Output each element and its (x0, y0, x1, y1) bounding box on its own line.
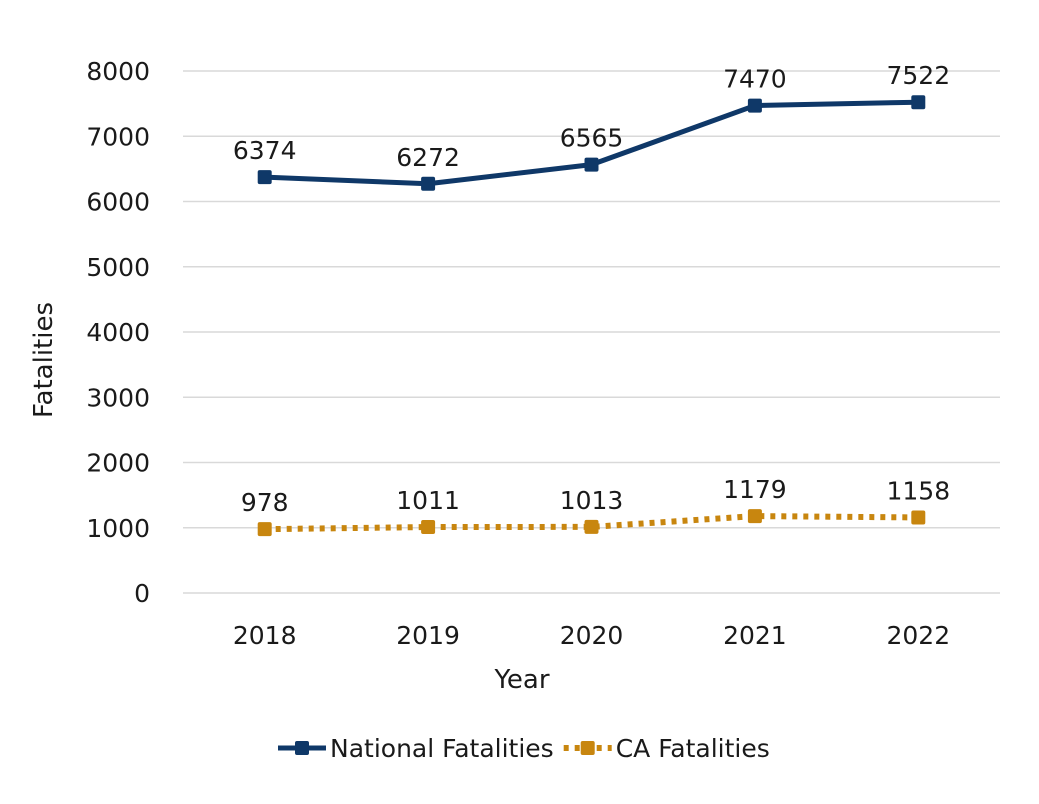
data-point (747, 509, 762, 524)
data-label: 7522 (886, 61, 950, 90)
data-point (257, 522, 272, 537)
data-point (421, 520, 436, 535)
legend-label: CA Fatalities (616, 734, 770, 763)
data-label: 978 (241, 488, 289, 517)
y-tick-label: 0 (134, 579, 150, 608)
y-tick-label: 6000 (86, 188, 150, 217)
y-axis-label: Fatalities (29, 302, 59, 418)
y-tick-label: 1000 (86, 514, 150, 543)
x-tick-label: 2018 (233, 621, 297, 650)
data-label: 6272 (396, 143, 460, 172)
x-axis-label: Year (493, 665, 549, 695)
x-tick-label: 2020 (560, 621, 624, 650)
series-ca-fatalities: 978 1011 1013 1179 1158 (241, 475, 950, 537)
y-tick-label: 2000 (86, 449, 150, 478)
y-tick-label: 5000 (86, 253, 150, 282)
data-point (911, 510, 926, 525)
data-point (257, 170, 272, 185)
legend: National Fatalities CA Fatalities (278, 734, 770, 763)
y-tick-label: 3000 (86, 383, 150, 412)
data-label: 7470 (723, 65, 787, 94)
data-point (584, 157, 599, 172)
data-point (584, 519, 599, 534)
legend-label: National Fatalities (330, 734, 554, 763)
data-label: 1158 (886, 476, 950, 505)
y-tick-label: 8000 (86, 57, 150, 86)
legend-marker (580, 741, 595, 755)
data-label: 6374 (233, 136, 297, 165)
y-tick-label: 4000 (86, 318, 150, 347)
data-label: 1013 (560, 486, 624, 515)
data-point (747, 98, 762, 113)
data-point (421, 176, 436, 191)
y-tick-label: 7000 (86, 122, 150, 151)
legend-marker (295, 741, 309, 755)
data-label: 1179 (723, 475, 787, 504)
x-tick-label: 2021 (723, 621, 787, 650)
data-point (911, 95, 926, 110)
x-tick-label: 2022 (886, 621, 950, 650)
data-label: 1011 (396, 486, 460, 515)
data-label: 6565 (560, 124, 624, 153)
series-national-fatalities: 6374 6272 6565 7470 7522 (233, 61, 950, 191)
x-tick-label: 2019 (396, 621, 460, 650)
